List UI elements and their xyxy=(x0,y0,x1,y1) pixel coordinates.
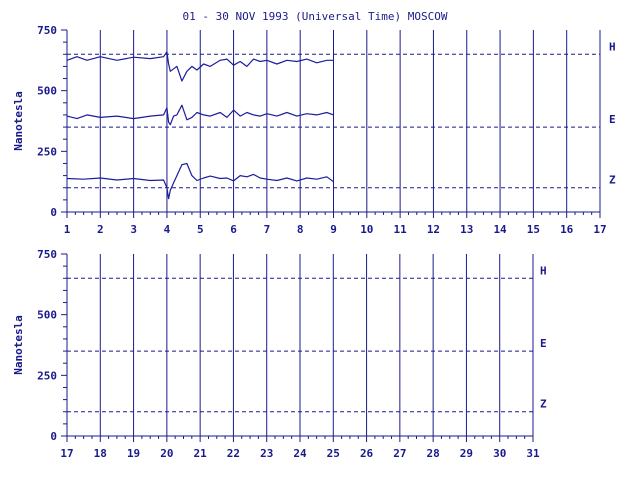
panel-top-y-tick-label: 750 xyxy=(37,24,57,37)
panel-bottom-component-label-z: Z xyxy=(540,398,547,411)
panel-top-x-tick-label: 13 xyxy=(460,223,473,236)
panel-bottom-x-tick-label: 17 xyxy=(60,447,73,460)
panel-bottom-x-tick-label: 19 xyxy=(127,447,140,460)
panel-top-y-tick-label: 0 xyxy=(50,206,57,219)
panel-top-x-tick-label: 5 xyxy=(197,223,204,236)
panel-bottom-y-tick-label: 500 xyxy=(37,309,57,322)
panel-top-y-tick-label: 500 xyxy=(37,85,57,98)
panel-top-x-tick-label: 8 xyxy=(297,223,304,236)
panel-top-x-tick-label: 11 xyxy=(394,223,408,236)
panel-top-x-tick-label: 4 xyxy=(164,223,171,236)
panel-bottom-y-axis-label: Nanotesla xyxy=(12,315,25,375)
panel-top-x-tick-label: 7 xyxy=(264,223,271,236)
panel-bottom-y-tick-label: 0 xyxy=(50,430,57,443)
panel-top-x-tick-label: 9 xyxy=(330,223,337,236)
panel-top-x-tick-label: 14 xyxy=(493,223,507,236)
panel-bottom-x-tick-label: 28 xyxy=(427,447,440,460)
panel-bottom-y-tick-label: 250 xyxy=(37,369,57,382)
panel-top-x-tick-label: 15 xyxy=(527,223,540,236)
panel-top-component-label-z: Z xyxy=(609,174,616,187)
panel-bottom-component-label-h: H xyxy=(540,264,547,277)
panel-bottom-x-tick-label: 23 xyxy=(260,447,273,460)
panel-bottom-x-tick-label: 20 xyxy=(160,447,173,460)
panel-top-x-tick-label: 10 xyxy=(360,223,373,236)
panel-top-y-axis-label: Nanotesla xyxy=(12,91,25,151)
panel-top-x-tick-label: 16 xyxy=(560,223,574,236)
panel-top-x-tick-label: 12 xyxy=(427,223,440,236)
panel-bottom-x-tick-label: 27 xyxy=(393,447,406,460)
panel-bottom-x-tick-label: 31 xyxy=(526,447,540,460)
panel-top-x-tick-label: 17 xyxy=(593,223,606,236)
panel-top-series-z-line xyxy=(66,162,334,200)
panel-top-x-tick-label: 2 xyxy=(97,223,104,236)
panel-top-series-e-line xyxy=(66,104,334,126)
panel-bottom-x-tick-label: 21 xyxy=(194,447,208,460)
panel-bottom-x-tick-label: 30 xyxy=(493,447,506,460)
panel-top-component-label-h: H xyxy=(609,40,616,53)
panel-bottom-x-tick-label: 18 xyxy=(94,447,107,460)
panel-bottom-x-tick-label: 25 xyxy=(327,447,340,460)
panel-top-x-tick-label: 6 xyxy=(230,223,237,236)
panel-top-x-tick-label: 1 xyxy=(64,223,71,236)
panel-top-y-tick-label: 250 xyxy=(37,145,57,158)
chart-title: 01 - 30 NOV 1993 (Universal Time) MOSCOW xyxy=(183,10,448,23)
panel-bottom-x-tick-label: 29 xyxy=(460,447,473,460)
panel-bottom-x-tick-label: 22 xyxy=(227,447,240,460)
panel-bottom-x-tick-label: 26 xyxy=(360,447,374,460)
panel-bottom-component-label-e: E xyxy=(540,337,547,350)
panel-bottom-y-tick-label: 750 xyxy=(37,248,57,261)
panel-top-x-tick-label: 3 xyxy=(130,223,137,236)
panel-top-component-label-e: E xyxy=(609,113,616,126)
panel-top-series-h-line xyxy=(66,51,334,82)
panel-bottom-x-tick-label: 24 xyxy=(293,447,307,460)
